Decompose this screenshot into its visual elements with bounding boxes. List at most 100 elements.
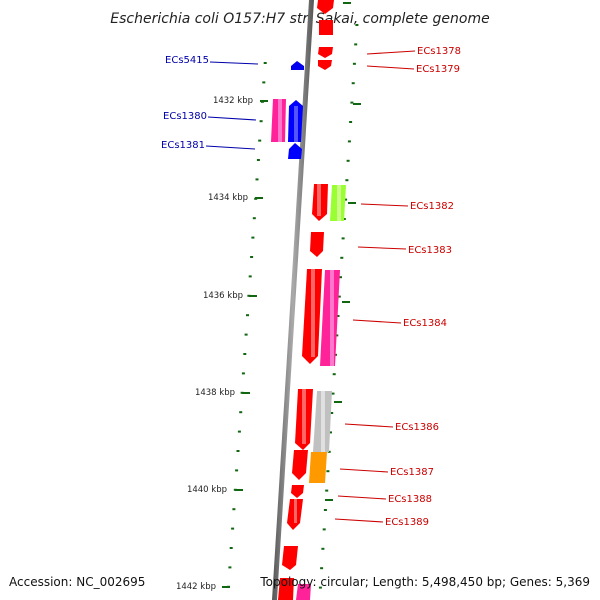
leader-line: [209, 61, 259, 65]
gene-label-ECs1380[interactable]: ECs1380: [163, 111, 207, 122]
minor-tick: [335, 334, 339, 337]
minor-tick: [248, 275, 252, 278]
minor-tick: [320, 567, 324, 570]
minor-tick: [329, 431, 332, 434]
leader-line: [205, 145, 256, 150]
topology-stats: Topology: circular; Length: 5,498,450 bp…: [259, 575, 590, 589]
gene-highlight: [294, 499, 297, 523]
right-strand-genes: [278, 0, 346, 600]
minor-tick: [258, 139, 262, 142]
gene-label-ECs1379[interactable]: ECs1379: [416, 64, 460, 75]
minor-tick: [339, 276, 342, 279]
gene-ECs1388[interactable]: [291, 485, 304, 498]
gene-top[interactable]: [317, 0, 334, 14]
gene-label-ECs1387[interactable]: ECs1387: [390, 467, 434, 478]
minor-tick: [331, 392, 335, 395]
gene-highlight: [337, 185, 341, 221]
leader-line: [360, 203, 409, 207]
leader-line: [366, 50, 416, 55]
minor-tick: [247, 294, 251, 297]
gene-highlight: [311, 269, 315, 357]
leader-line: [334, 518, 384, 523]
kbp-label: 1436 kbp: [203, 291, 243, 301]
gene-label-ECs5415[interactable]: ECs5415: [165, 55, 209, 66]
gene-ECs1378[interactable]: [318, 47, 333, 58]
gene-ECs5415[interactable]: [291, 61, 304, 70]
gene-highlight: [317, 184, 321, 216]
minor-tick: [352, 62, 356, 65]
minor-tick: [323, 509, 327, 511]
minor-tick: [355, 24, 359, 26]
right-labels: ECs1378 ECs1379 ECs1382 ECs1383 ECs1384 …: [334, 46, 461, 528]
leader-line: [339, 468, 389, 473]
gene-label-ECs1389[interactable]: ECs1389: [385, 517, 429, 528]
kbp-label: 1440 kbp: [187, 485, 227, 495]
minor-tick: [322, 528, 326, 531]
minor-tick: [351, 82, 355, 85]
gene-highlight: [321, 391, 325, 452]
minor-tick: [321, 547, 325, 550]
minor-tick: [243, 353, 247, 355]
kbp-label: 1442 kbp: [176, 582, 216, 592]
minor-tick: [256, 159, 260, 161]
minor-tick: [250, 256, 254, 258]
accession-text: Accession: NC_002695: [9, 575, 145, 589]
gene-label-ECs1378[interactable]: ECs1378: [417, 46, 461, 57]
minor-tick: [326, 470, 330, 473]
minor-tick: [327, 450, 331, 453]
gene-bottom-2[interactable]: [278, 578, 294, 600]
gene-highlight: [278, 99, 282, 142]
map-title: Escherichia coli O157:H7 str. Sakai, com…: [110, 11, 489, 27]
minor-tick: [255, 178, 259, 181]
gene-label-ECs1381[interactable]: ECs1381: [161, 140, 205, 151]
minor-tick: [347, 140, 351, 143]
leader-line: [366, 65, 415, 70]
leader-line: [344, 423, 394, 428]
gene-label-ECs1384[interactable]: ECs1384: [403, 318, 447, 329]
gene-ECs1387-b[interactable]: [309, 452, 327, 483]
gene-ECs1379[interactable]: [318, 60, 332, 70]
gene-label-ECs1388[interactable]: ECs1388: [388, 494, 432, 505]
minor-tick: [252, 217, 256, 220]
kbp-label: 1434 kbp: [208, 193, 248, 203]
minor-tick: [346, 159, 350, 162]
left-labels: ECs5415 ECs1380 ECs1381: [161, 55, 259, 151]
left-strand-genes: [271, 61, 304, 159]
gene-highlight: [302, 389, 306, 444]
minor-tick: [239, 411, 243, 414]
minor-tick: [349, 121, 353, 123]
kbp-label: 1438 kbp: [195, 388, 235, 398]
minor-tick: [246, 314, 249, 317]
gene-label-ECs1386[interactable]: ECs1386: [395, 422, 439, 433]
minor-tick: [350, 101, 354, 104]
minor-tick: [330, 412, 334, 414]
minor-tick: [340, 256, 344, 259]
minor-tick: [318, 586, 322, 589]
gene-ECs1381[interactable]: [288, 143, 302, 159]
kbp-label: 1432 kbp: [213, 96, 253, 106]
kbp-scale: 1432 kbp 1434 kbp 1436 kbp 1438 kbp 1440…: [176, 2, 361, 592]
gene-ECs1383[interactable]: [310, 232, 324, 257]
gene-label-ECs1383[interactable]: ECs1383: [408, 245, 452, 256]
gene-bottom[interactable]: [282, 546, 298, 570]
minor-tick: [262, 81, 266, 84]
minor-tick: [337, 295, 341, 298]
minor-tick: [229, 547, 233, 549]
leader-line: [352, 319, 402, 324]
minor-tick: [232, 508, 236, 511]
gene-label-ECs1382[interactable]: ECs1382: [410, 201, 454, 212]
leader-line: [357, 246, 407, 250]
genome-axis: [272, 0, 314, 600]
minor-tick: [332, 373, 336, 376]
minor-tick: [341, 237, 345, 240]
gene-top-2[interactable]: [319, 20, 333, 35]
leader-line: [207, 116, 257, 121]
minor-tick: [231, 527, 235, 530]
minor-tick: [342, 218, 346, 220]
leader-line: [337, 495, 387, 500]
minor-tick: [336, 315, 340, 317]
gene-bottom-3[interactable]: [296, 584, 311, 600]
gene-ECs1387[interactable]: [292, 450, 308, 480]
minor-tick: [325, 489, 329, 492]
